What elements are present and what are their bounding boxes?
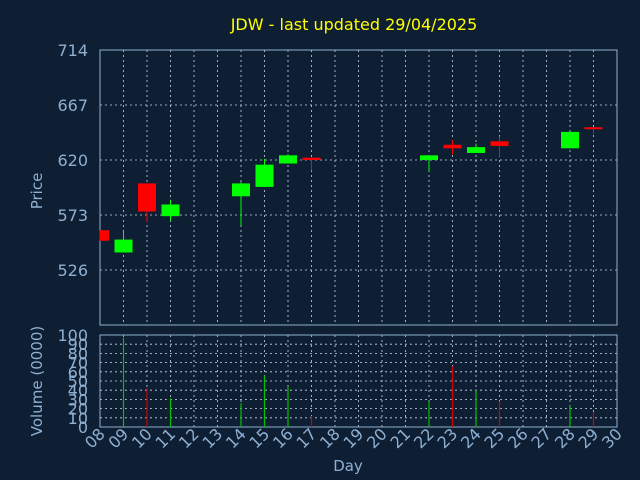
candle-body (255, 164, 274, 187)
candle-body (138, 183, 156, 212)
volume-axis-label: Volume (0000) (28, 326, 46, 436)
candle-body (561, 131, 579, 149)
x-axis-label: Day (333, 457, 363, 475)
volume-tick-label: 10 (68, 409, 88, 428)
candle-body (467, 147, 485, 153)
price-frame (99, 49, 618, 326)
price-tick-label: 714 (57, 41, 88, 60)
volume-tick-label: 40 (68, 381, 88, 400)
volume-tick-label: 60 (68, 363, 88, 382)
volume-tick-label: 0 (78, 418, 88, 437)
candle-body (584, 127, 603, 130)
candle-body (161, 204, 180, 217)
candle-body (232, 183, 250, 197)
volume-tick-label: 100 (57, 326, 88, 345)
volume-tick-label: 80 (68, 344, 88, 363)
volume-tick-label: 50 (68, 372, 88, 391)
candle-body (279, 155, 297, 164)
candle-body (114, 239, 133, 253)
price-tick-label: 573 (57, 206, 88, 225)
volume-tick-label: 20 (68, 400, 88, 419)
price-panel: 526 573 620 667 714 (57, 41, 618, 326)
candle-body (302, 157, 321, 160)
candle-body (100, 230, 109, 241)
price-axis-label: Price (28, 173, 46, 210)
chart-title: JDW - last updated 29/04/2025 (230, 15, 478, 34)
candle-body (490, 141, 509, 146)
volume-tick-label: 30 (68, 390, 88, 409)
candle-body (420, 155, 438, 160)
volume-frame (99, 334, 618, 428)
volume-tick-label: 70 (68, 354, 88, 373)
day-tick-label: 30 (598, 424, 626, 452)
price-tick-label: 620 (57, 151, 88, 170)
volume-panel: 0102030405060708090100080910111213141516… (57, 326, 625, 452)
price-tick-label: 667 (57, 96, 88, 115)
volume-tick-label: 90 (68, 335, 88, 354)
price-tick-label: 526 (57, 261, 88, 280)
candle-body (443, 144, 462, 149)
